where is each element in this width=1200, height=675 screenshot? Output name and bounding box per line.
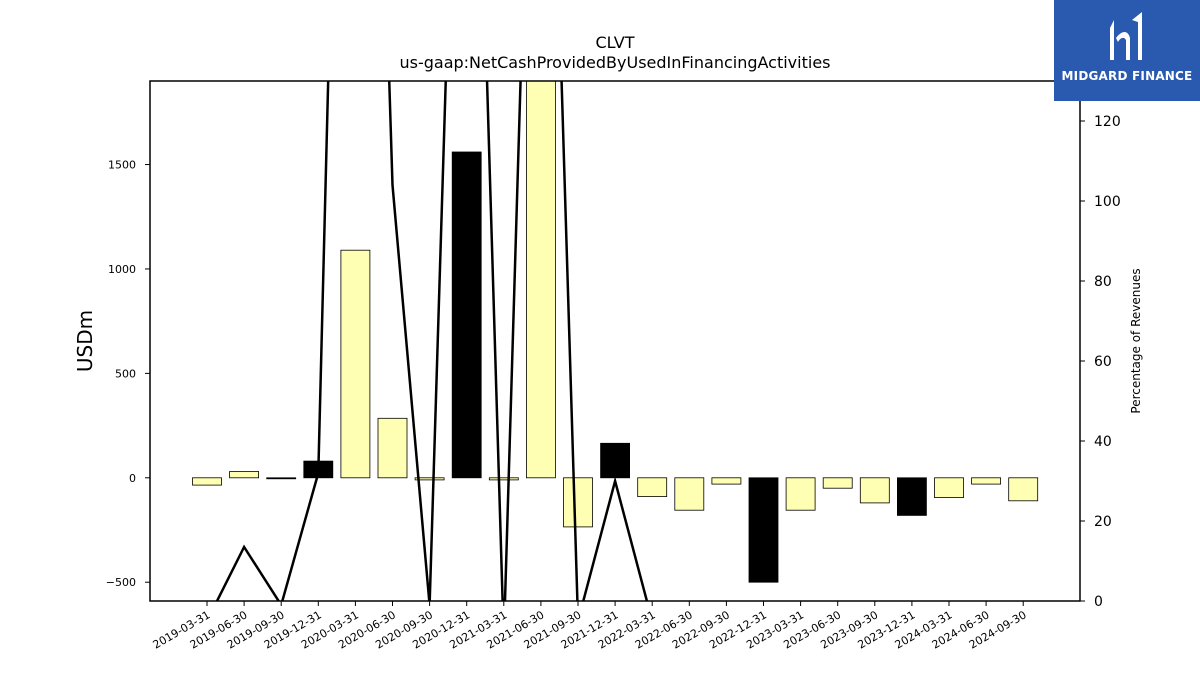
bar [785,477,816,511]
y2-tick-label: 40 [1094,434,1112,450]
bar [229,471,260,479]
bar [414,477,445,481]
plot-marks [192,81,1039,601]
plot-area: −5000500100015000204060801001202019-03-3… [106,81,1121,652]
y-tick-label: −500 [106,576,136,589]
brand-logo: MIDGARD FINANCE [1054,0,1200,101]
bar [488,477,519,481]
y-axis-label: USDm [73,310,97,372]
bar [563,477,593,528]
y2-tick-label: 60 [1094,354,1112,370]
y2-tick-label: 120 [1094,114,1121,130]
bar [859,477,890,504]
bar [266,477,297,480]
y2-tick-label: 0 [1094,594,1103,610]
bar [822,477,853,489]
bar [340,249,371,479]
bar [934,477,964,498]
bar [711,477,742,485]
bar [192,477,222,486]
y-tick-label: 1000 [108,263,136,276]
chart-title: CLVT [595,33,634,52]
logo-text: MIDGARD FINANCE [1061,69,1193,83]
bar [971,477,1001,485]
y-tick-label: 0 [129,472,136,485]
y2-axis-label: Percentage of Revenues [1129,268,1143,413]
plot-frame [149,80,1081,602]
bar [526,81,556,479]
y-tick-label: 1500 [108,159,136,172]
percentage-line [215,81,649,601]
y-tick-label: 500 [115,367,136,380]
bar [897,477,927,516]
chart-subtitle: us-gaap:NetCashProvidedByUsedInFinancing… [399,53,830,72]
bar [377,417,408,479]
bar [600,442,630,479]
bar [1008,477,1039,502]
bar [637,477,668,497]
bar [748,477,779,583]
y2-tick-label: 20 [1094,514,1112,530]
logo-mark-icon [1110,12,1142,60]
bar [451,151,482,479]
y2-tick-label: 100 [1094,194,1121,210]
bar [674,477,705,511]
y2-tick-label: 80 [1094,274,1112,290]
